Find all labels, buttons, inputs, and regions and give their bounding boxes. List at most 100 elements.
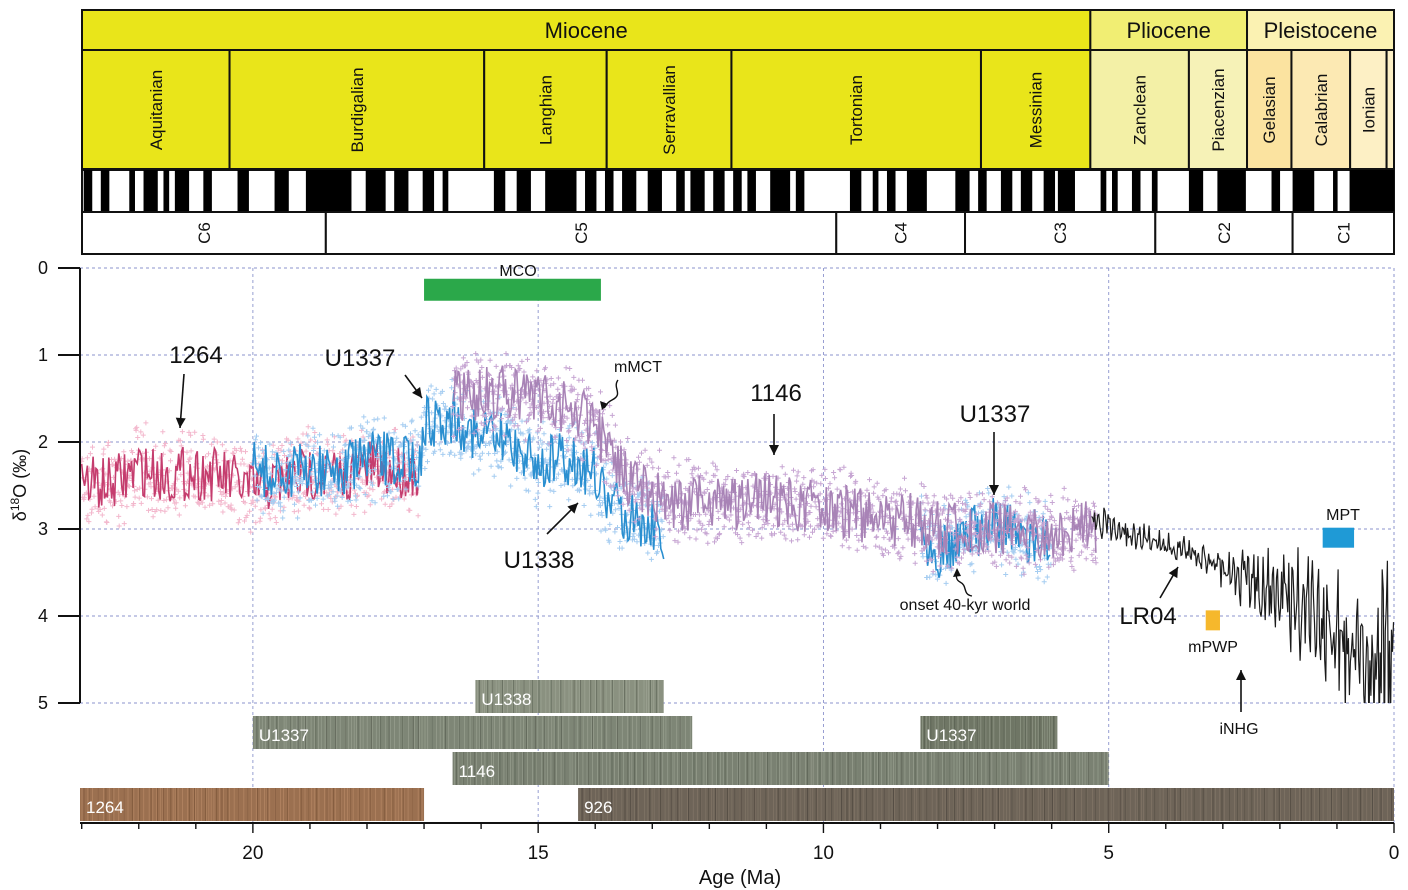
stage-box	[483, 49, 608, 170]
polarity-normal-interval	[305, 170, 352, 212]
chron-label: C2	[1215, 222, 1234, 244]
annotation-u1337: U1337	[325, 345, 396, 372]
polarity-normal-interval	[795, 170, 805, 212]
annotation-arrowhead	[989, 485, 999, 495]
stage-label: Calabrian	[1312, 74, 1331, 147]
series-line	[1091, 507, 1394, 703]
polarity-normal-interval	[872, 170, 879, 212]
geologic-timescale: Miocene Pliocene Pleistocene Aquitanian Burd…	[81, 9, 1395, 255]
polarity-normal-interval	[1271, 170, 1281, 212]
core-label: 926	[584, 798, 612, 817]
y-tick-label: 2	[38, 432, 48, 452]
annotation-arrowhead	[953, 568, 961, 577]
polarity-normal-interval	[1000, 170, 1013, 212]
core-texture	[456, 752, 1103, 785]
series-u1338	[450, 351, 1100, 577]
polarity-normal-interval	[203, 170, 212, 212]
polarity-normal-interval	[422, 170, 435, 212]
stage-label: Langhian	[536, 75, 555, 145]
polarity-normal-interval	[545, 170, 577, 212]
polarity-normal-interval	[442, 170, 449, 212]
polarity-normal-interval	[849, 170, 862, 212]
stage-label: Messinian	[1027, 72, 1046, 149]
y-tick-label: 1	[38, 345, 48, 365]
annotation-onset-40kyr: onset 40-kyr world	[900, 597, 1031, 614]
series-lr04	[1091, 507, 1394, 703]
core-texture	[581, 788, 1393, 821]
polarity-normal-interval	[1057, 170, 1075, 212]
annotation-arrowhead	[1168, 567, 1178, 579]
series-line	[252, 389, 665, 560]
event-bar-mpwp	[1205, 610, 1220, 631]
stage-box	[1385, 49, 1395, 170]
polarity-normal-interval	[274, 170, 289, 212]
core-photo	[475, 680, 664, 713]
polarity-normal-interval	[585, 170, 597, 212]
stage-label: Burdigalian	[348, 67, 367, 152]
annotations: 1264 U1337 mMCT 1146 U1337 U1338 onset 40-kyr …	[169, 263, 1360, 738]
core-bar: 1264	[80, 788, 425, 821]
annotation-arrowhead	[600, 401, 608, 410]
annotation-1264: 1264	[169, 342, 222, 369]
chron-box	[81, 211, 327, 255]
polarity-normal-interval	[622, 170, 637, 212]
y-tick-label: 3	[38, 519, 48, 539]
stage-box	[1089, 49, 1190, 170]
polarity-normal-interval	[1020, 170, 1033, 212]
stage-label: Ionian	[1359, 87, 1378, 133]
polarity-normal-interval	[978, 170, 987, 212]
stage-label: Aquitanian	[147, 70, 166, 150]
x-tick-label: 0	[1389, 843, 1400, 864]
stage-label: Serravallian	[660, 65, 679, 155]
stage-label: Gelasian	[1260, 76, 1279, 143]
core-texture	[81, 788, 423, 821]
x-tick-label: 10	[813, 843, 834, 864]
y-tick-label: 5	[38, 693, 48, 713]
stage-label: Piacenzian	[1209, 68, 1228, 151]
series-line	[452, 365, 1097, 561]
x-axis: 20 15 10 5 0	[80, 822, 1400, 864]
polarity-normal-interval	[163, 170, 170, 212]
polarity-normal-interval	[747, 170, 756, 212]
annotation-lr04: LR04	[1119, 603, 1176, 630]
x-axis-title: Age (Ma)	[699, 867, 781, 889]
polarity-normal-interval	[100, 170, 110, 212]
epoch-label: Pliocene	[1126, 18, 1210, 43]
polarity-normal-interval	[1112, 170, 1118, 212]
polarity-normal-interval	[690, 170, 705, 212]
series-layer	[80, 351, 1394, 703]
annotation-u1337-late: U1337	[960, 401, 1031, 428]
polarity-normal-interval	[604, 170, 614, 212]
polarity-normal-interval	[1188, 170, 1204, 212]
polarity-normal-interval	[143, 170, 158, 212]
polarity-normal-interval	[83, 170, 93, 212]
chron-label: C5	[572, 222, 591, 244]
stage-box	[1349, 49, 1388, 170]
annotation-arrowhead	[175, 417, 186, 428]
polarity-normal-interval	[129, 170, 135, 212]
core-bar: 926	[578, 788, 1394, 821]
stage-box	[228, 49, 486, 170]
polarity-normal-interval	[237, 170, 249, 212]
event-bars	[424, 278, 1355, 631]
polarity-normal-interval	[516, 170, 531, 212]
polarity-normal-interval	[886, 170, 896, 212]
epoch-label: Miocene	[545, 18, 628, 43]
polarity-normal-interval	[906, 170, 927, 212]
core-bar: U1337	[920, 716, 1058, 749]
plot-area: 1264 U1337 mMCT 1146 U1337 U1338 onset 40-kyr …	[38, 258, 1395, 830]
chron-box	[1154, 211, 1294, 255]
polarity-normal-interval	[394, 170, 409, 212]
core-texture	[478, 680, 657, 713]
stage-box	[730, 49, 982, 170]
polarity-normal-interval	[770, 170, 791, 212]
annotation-mco: MCO	[499, 263, 536, 280]
annotation-arrowhead	[567, 503, 578, 514]
core-texture	[83, 788, 421, 821]
core-photo-bars: U1338 U1337 U1337 1146 1264 926	[80, 680, 1394, 821]
polarity-normal-interval	[1292, 170, 1315, 212]
polarity-normal-interval	[647, 170, 662, 212]
core-label: 1264	[86, 798, 124, 817]
polarity-normal-interval	[733, 170, 742, 212]
core-bar: U1337	[252, 716, 693, 749]
